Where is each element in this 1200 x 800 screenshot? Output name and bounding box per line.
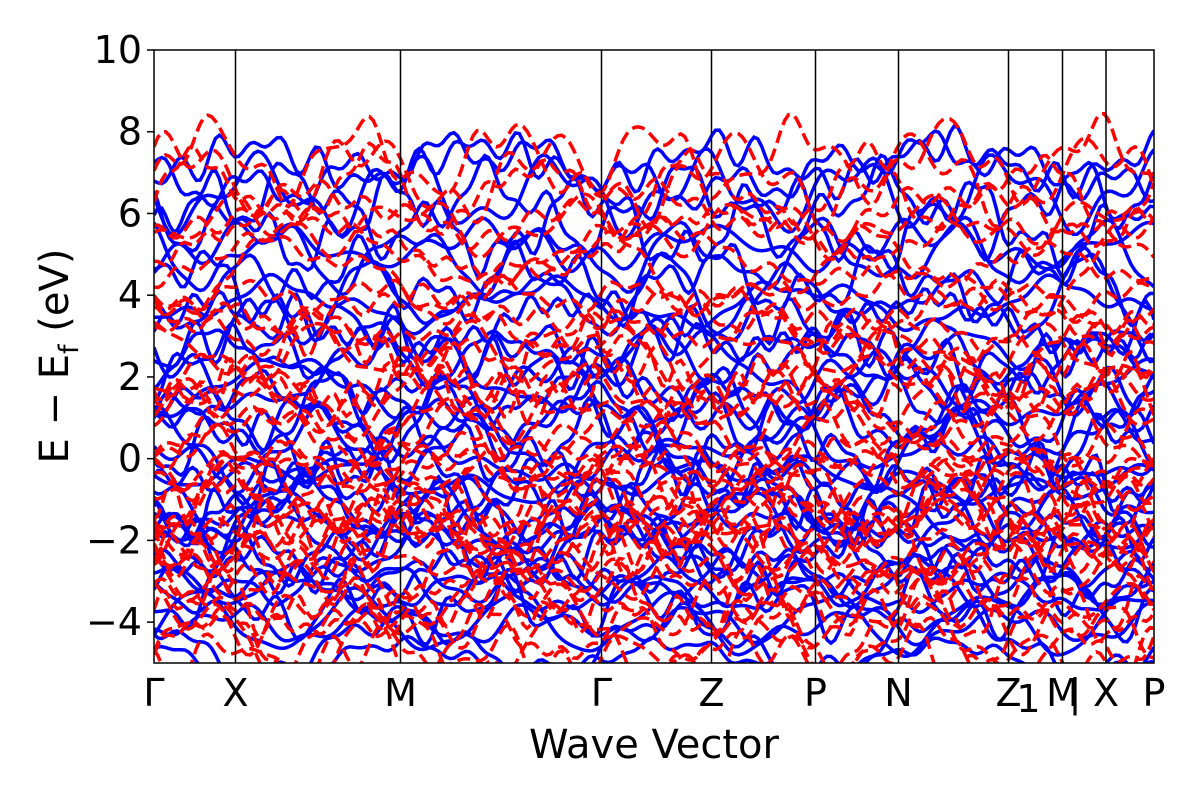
y-tick-label: −4	[86, 600, 142, 644]
band-line-dashed	[154, 214, 1154, 290]
band-line-dashed	[154, 495, 1154, 557]
band-line-dashed	[154, 365, 1154, 455]
y-axis-title-main: E − E	[32, 354, 78, 464]
band-line-dashed	[154, 419, 1154, 486]
x-tick-label: M	[384, 671, 417, 715]
y-axis-title: E − Ef (eV)	[32, 249, 85, 464]
band-line-dashed	[154, 346, 1154, 447]
band-line-dashed	[154, 177, 1154, 252]
y-axis: −4 −2 0 2 4 6 8 10	[86, 28, 154, 644]
band-line-dashed	[154, 129, 1154, 233]
x-tick-label: Γ	[143, 671, 164, 715]
band-line-dashed	[154, 140, 1154, 242]
band-line-dashed	[154, 602, 1154, 663]
band-line-solid	[154, 505, 1154, 554]
band-line-solid	[154, 124, 1154, 201]
band-line-solid	[154, 345, 1154, 431]
band-line-dashed	[154, 191, 1154, 262]
band-line-dashed	[154, 439, 1154, 493]
y-tick-label: 8	[118, 110, 142, 154]
band-line-dashed	[154, 515, 1154, 615]
band-line-dashed	[154, 598, 1154, 663]
band-line-solid	[154, 316, 1154, 391]
y-axis-title-subscript: f	[54, 343, 85, 354]
x-tick-label: P	[804, 671, 827, 715]
band-lines	[154, 111, 1154, 663]
x-tick-extra-label: |	[1069, 671, 1082, 716]
y-tick-label: 10	[94, 28, 142, 72]
x-tick-label: P	[1143, 671, 1166, 715]
band-line-dashed	[154, 306, 1154, 358]
band-line-dashed	[154, 224, 1154, 327]
x-tick-label: Γ	[591, 671, 612, 715]
band-line-dashed	[154, 349, 1154, 419]
y-tick-label: 4	[118, 273, 142, 317]
band-line-dashed	[154, 111, 1154, 209]
x-tick-label: X	[222, 671, 248, 715]
band-line-dashed	[154, 273, 1154, 318]
band-line-dashed	[154, 457, 1154, 542]
band-line-solid	[154, 315, 1154, 422]
band-line-dashed	[154, 384, 1154, 474]
band-line-dashed	[154, 467, 1154, 557]
band-line-dashed	[154, 448, 1154, 525]
band-line-solid	[154, 272, 1154, 336]
y-tick-label: 0	[118, 437, 142, 481]
band-line-solid	[154, 511, 1154, 598]
x-tick-label: M	[1046, 671, 1079, 715]
band-line-solid	[154, 233, 1154, 329]
band-line-dashed	[154, 472, 1154, 557]
band-line-solid	[154, 321, 1154, 419]
band-line-solid	[154, 547, 1154, 609]
band-line-dashed	[154, 622, 1154, 663]
x-axis: Γ X M Γ Z P N Z M X P1 |	[143, 671, 1165, 721]
x-tick-label: Z	[698, 671, 724, 715]
band-line-dashed	[154, 340, 1154, 431]
band-line-solid	[154, 396, 1154, 492]
high-symmetry-lines	[234, 50, 1107, 663]
band-line-dashed	[154, 300, 1154, 369]
band-line-solid	[154, 534, 1154, 600]
y-tick-label: 2	[118, 355, 142, 399]
band-line-dashed	[154, 507, 1154, 581]
x-tick-extra-label: 1	[1016, 677, 1040, 721]
x-tick-label: Z	[995, 671, 1021, 715]
y-tick-label: 6	[118, 191, 142, 235]
x-axis-title: Wave Vector	[529, 722, 780, 768]
y-axis-title-unit: (eV)	[32, 249, 78, 345]
y-tick-label: −2	[86, 518, 142, 562]
band-line-dashed	[154, 443, 1154, 496]
band-line-dashed	[154, 560, 1154, 637]
plot-frame	[153, 49, 1155, 664]
x-tick-label: N	[884, 671, 912, 715]
x-tick-label: X	[1093, 671, 1119, 715]
